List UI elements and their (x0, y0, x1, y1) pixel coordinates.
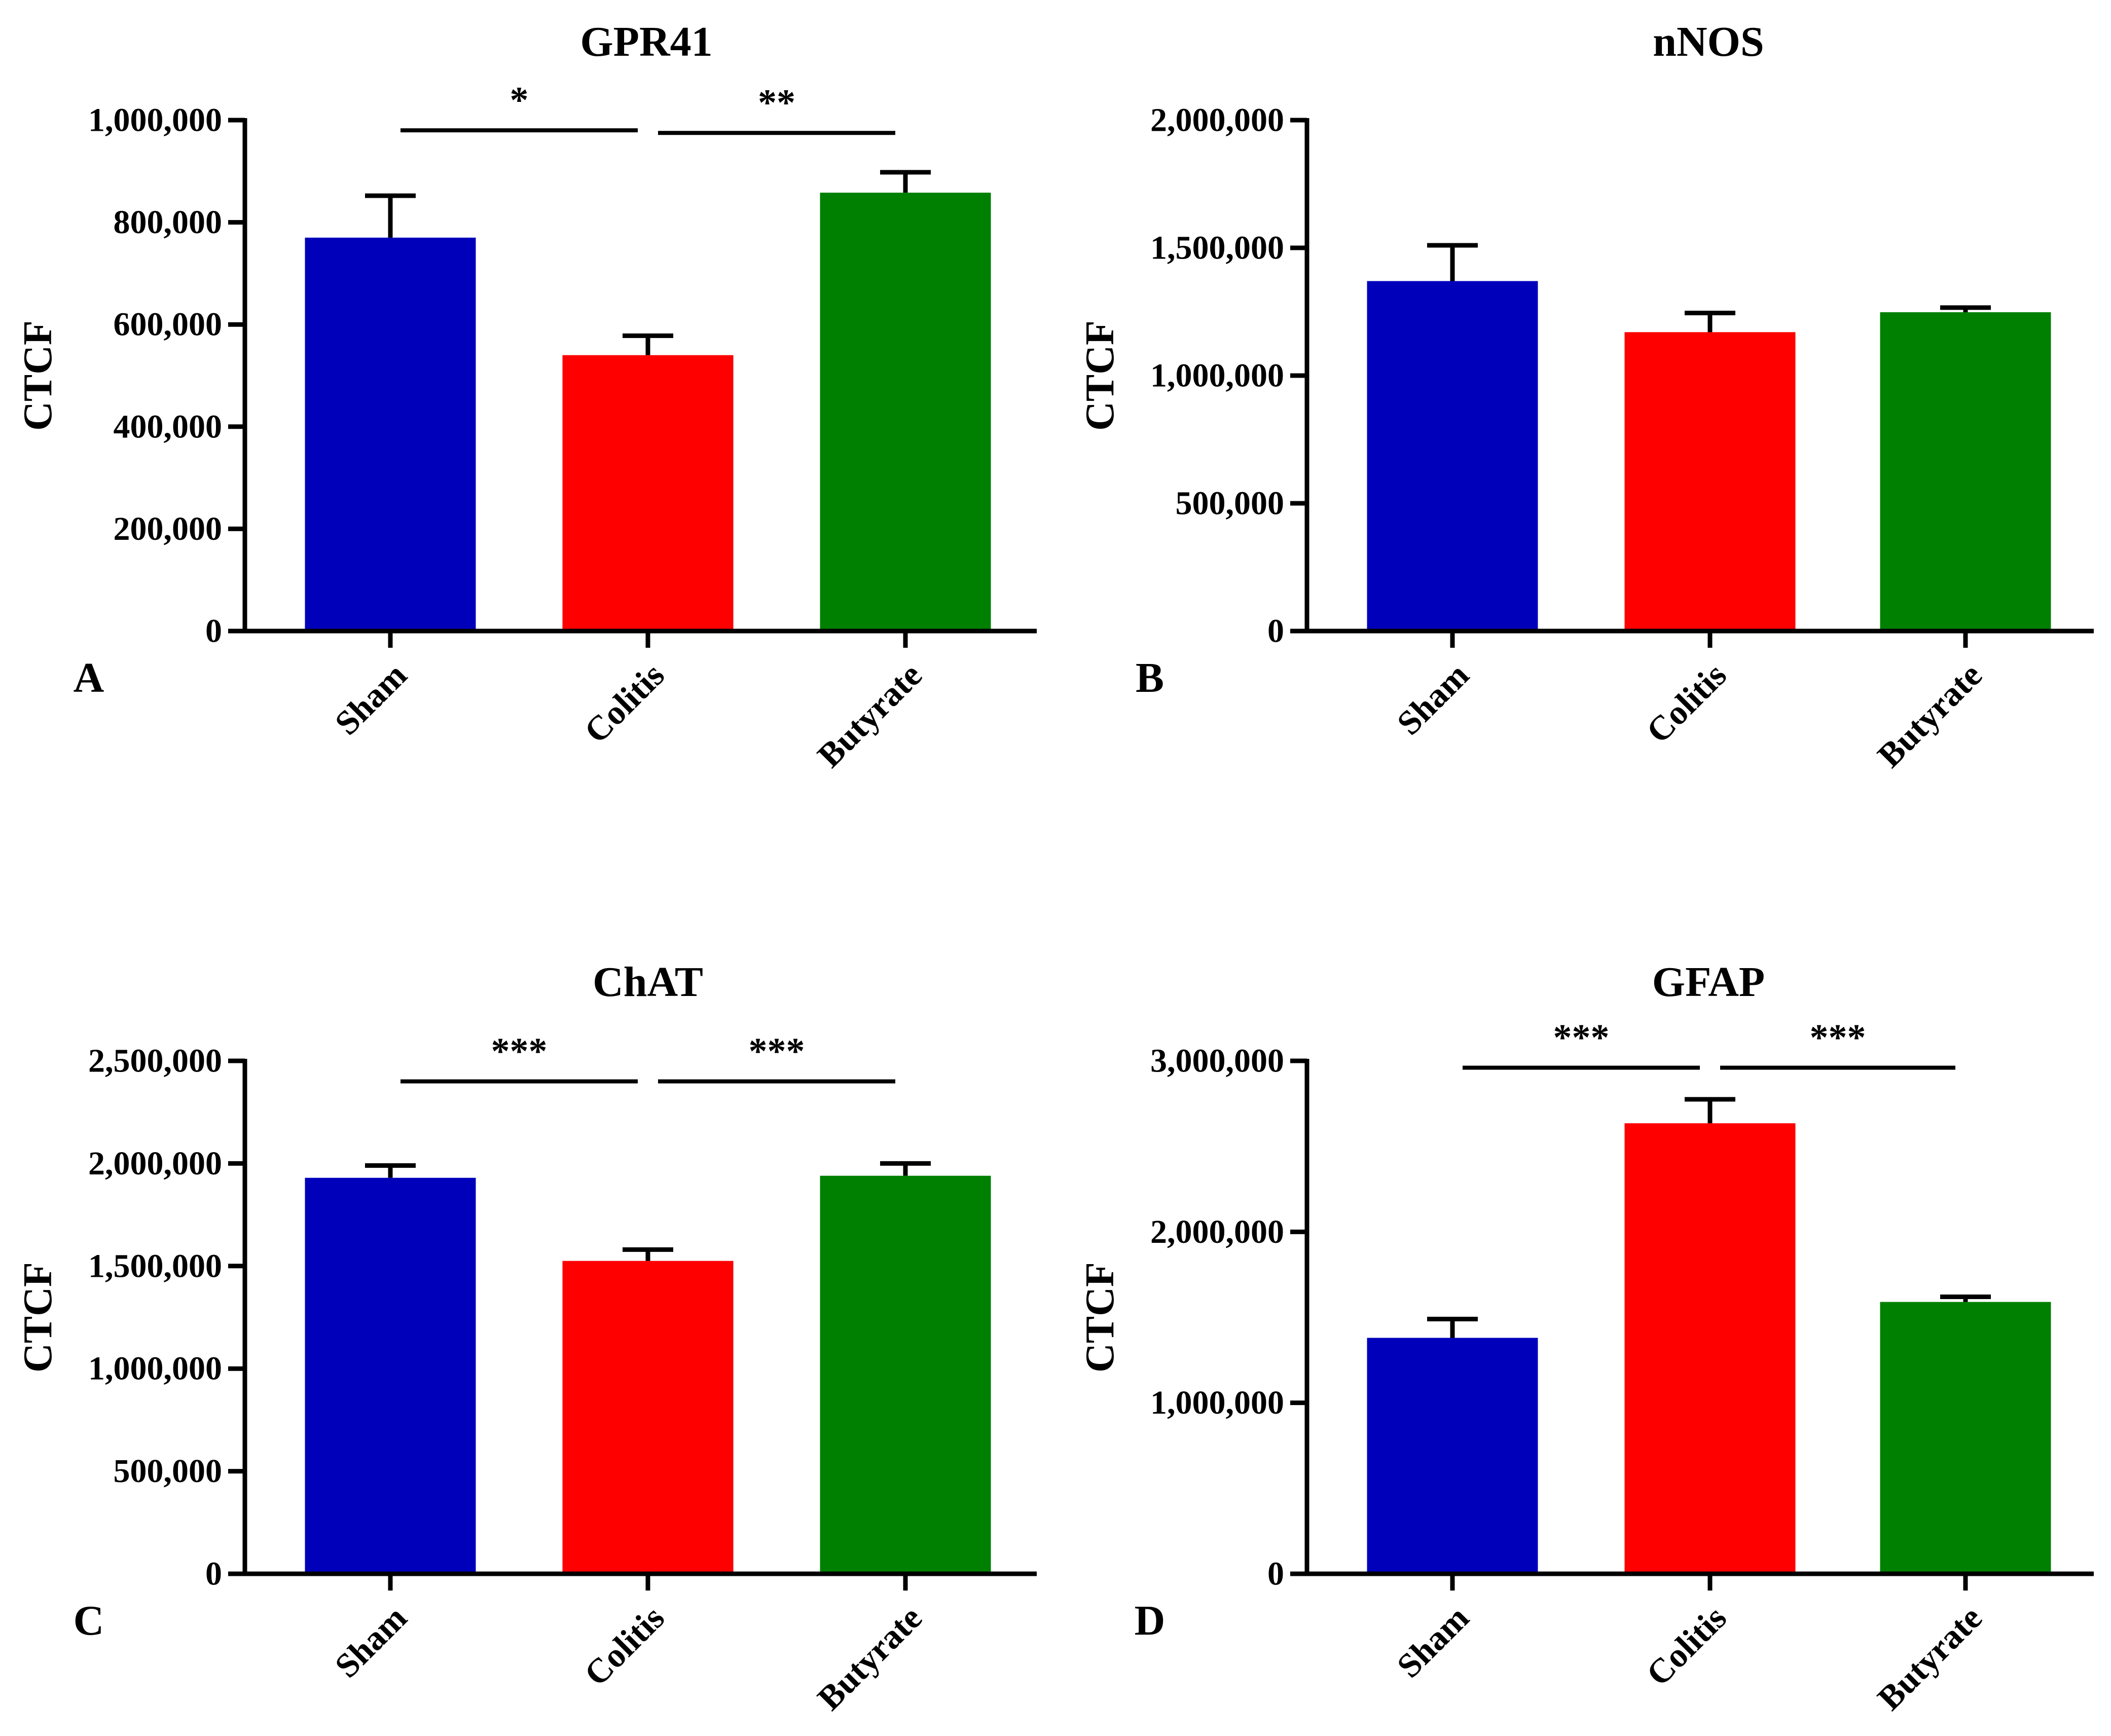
y-tick-label: 500,000 (114, 1453, 223, 1490)
y-tick-label: 3,000,000 (1150, 1043, 1284, 1080)
y-tick-label: 0 (1267, 613, 1284, 650)
bar-sham (305, 237, 476, 632)
chart-panel-d: GFAP D CTCF 0 1,000,000 2,000,000 3,000,000 Sha… (1078, 958, 2094, 1717)
panel-label: B (1136, 654, 1164, 701)
y-axis-label: CTCF (1078, 320, 1122, 431)
x-tick-label-colitis: Colitis (1639, 655, 1734, 750)
x-tick-label-butyrate: Butyrate (1870, 1598, 1989, 1717)
x-tick-label-colitis: Colitis (577, 655, 672, 750)
x-tick-label-sham: Sham (1390, 655, 1476, 742)
y-tick-label: 1,500,000 (88, 1247, 222, 1284)
x-tick-label-butyrate: Butyrate (810, 655, 929, 774)
bar-sham (305, 1177, 476, 1574)
y-axis-label: CTCF (1078, 1262, 1122, 1373)
y-tick-label: 1,000,000 (88, 1350, 222, 1387)
bar-butyrate (820, 193, 991, 631)
bar-colitis (1624, 1123, 1796, 1574)
x-tick-label-butyrate: Butyrate (810, 1598, 929, 1717)
panel-label: D (1135, 1597, 1166, 1644)
significance-label: *** (1810, 1017, 1866, 1058)
y-tick-label: 1,000,000 (88, 102, 222, 139)
bar-colitis (1624, 332, 1796, 631)
y-tick-label: 600,000 (114, 306, 223, 343)
chart-title: nNOS (1653, 18, 1764, 65)
x-tick-label-colitis: Colitis (577, 1598, 672, 1693)
chart-panel-a: GPR41 A CTCF 0 200,000 400,000 600,000 800,000 1… (16, 18, 1037, 774)
significance-label: ** (758, 82, 795, 124)
y-tick-label: 1,500,000 (1150, 230, 1284, 267)
bar-butyrate (1880, 312, 2051, 631)
significance-label: *** (491, 1030, 548, 1072)
y-tick-label: 800,000 (114, 204, 223, 241)
chart-panel-c: ChAT C CTCF 0 500,000 1,000,000 1,500,000 2,000… (16, 958, 1037, 1717)
y-tick-label: 200,000 (114, 510, 223, 547)
significance-label: *** (1553, 1017, 1610, 1058)
panel-label: C (74, 1597, 104, 1644)
x-tick-label-colitis: Colitis (1639, 1598, 1734, 1693)
y-tick-label: 1,000,000 (1150, 1384, 1284, 1421)
y-axis-label: CTCF (16, 1262, 60, 1373)
y-tick-label: 0 (205, 613, 222, 650)
bar-butyrate (1880, 1302, 2051, 1574)
y-tick-label: 1,000,000 (1150, 357, 1284, 394)
bar-sham (1367, 281, 1538, 631)
significance-label: * (510, 80, 529, 121)
bar-sham (1367, 1338, 1538, 1574)
y-tick-label: 2,000,000 (1150, 1213, 1284, 1250)
y-tick-label: 0 (1267, 1556, 1284, 1593)
chart-title: ChAT (593, 958, 703, 1006)
bar-colitis (562, 1261, 734, 1574)
chart-title: GPR41 (580, 18, 712, 65)
panel-label: A (74, 654, 104, 701)
y-tick-label: 2,500,000 (88, 1043, 222, 1080)
y-tick-label: 400,000 (114, 408, 223, 445)
chart-title: GFAP (1652, 958, 1765, 1006)
y-tick-label: 500,000 (1176, 485, 1285, 522)
significance-label: *** (749, 1030, 805, 1072)
x-tick-label-sham: Sham (327, 655, 414, 742)
y-axis-label: CTCF (16, 320, 60, 431)
bar-butyrate (820, 1175, 991, 1574)
y-tick-label: 0 (205, 1556, 222, 1593)
x-tick-label-sham: Sham (1390, 1598, 1476, 1685)
x-tick-label-sham: Sham (327, 1598, 414, 1685)
bar-colitis (562, 355, 734, 631)
y-tick-label: 2,000,000 (88, 1145, 222, 1182)
x-tick-label-butyrate: Butyrate (1870, 655, 1989, 774)
y-tick-label: 2,000,000 (1150, 102, 1284, 139)
chart-panel-b: nNOS B CTCF 0 500,000 1,000,000 1,500,000 2,000… (1078, 18, 2094, 774)
